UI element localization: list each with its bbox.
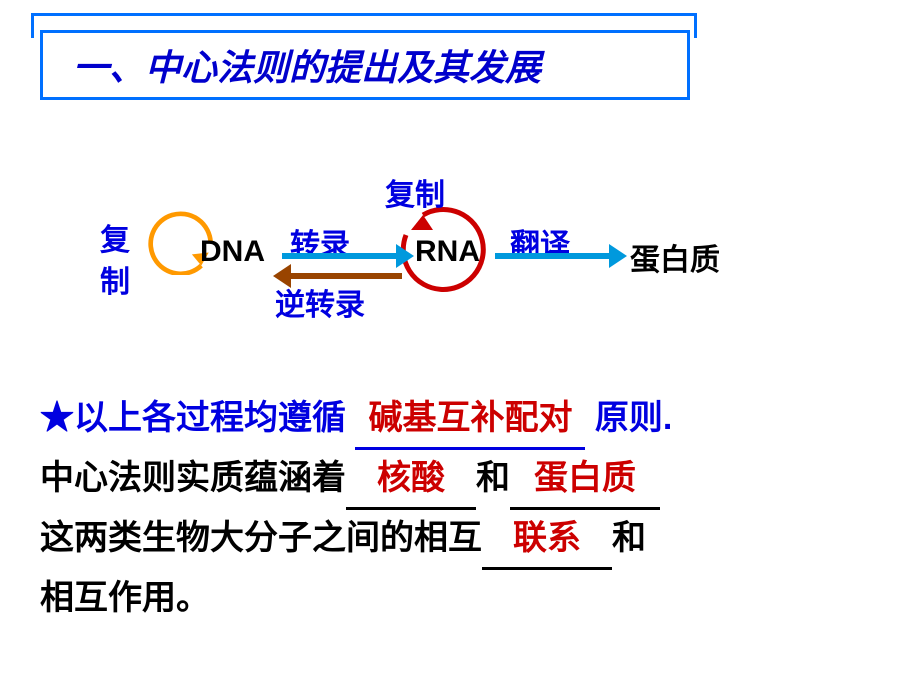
blank-2: 核酸 bbox=[346, 450, 476, 510]
page-title: 一、中心法则的提出及其发展 bbox=[73, 39, 541, 91]
transcription-arrow bbox=[282, 253, 402, 259]
rna-node: RNA bbox=[415, 235, 480, 269]
blank-3: 蛋白质 bbox=[510, 450, 660, 510]
line3-suffix: 和 bbox=[612, 519, 646, 557]
line2-mid: 和 bbox=[476, 459, 510, 497]
blank-1: 碱基互补配对 bbox=[355, 390, 585, 450]
fill-2: 核酸 bbox=[377, 460, 445, 497]
line4: 相互作用。 bbox=[40, 579, 210, 617]
central-dogma-diagram: 复制 复 制 DNA 转录 逆转录 RNA 翻译 蛋白质 bbox=[90, 160, 830, 340]
line1-suffix: 原则. bbox=[595, 399, 672, 437]
fill-3: 蛋白质 bbox=[534, 460, 636, 497]
blank-4: 联系 bbox=[482, 510, 612, 570]
reverse-transcription-label: 逆转录 bbox=[275, 280, 365, 324]
title-container: 一、中心法则的提出及其发展 bbox=[40, 30, 690, 100]
rep-char-1: 复 bbox=[100, 224, 130, 257]
dna-node: DNA bbox=[200, 235, 265, 269]
fill-4: 联系 bbox=[513, 520, 581, 557]
replication-label-top: 复制 bbox=[385, 170, 445, 214]
reverse-transcription-arrow bbox=[285, 273, 402, 279]
line2-prefix: 中心法则实质蕴涵着 bbox=[40, 459, 346, 497]
replication-label-left: 复 制 bbox=[100, 220, 130, 304]
line1-prefix: ★以上各过程均遵循 bbox=[40, 399, 346, 437]
summary-text: ★以上各过程均遵循 碱基互补配对 原则. 中心法则实质蕴涵着核酸和蛋白质 这两类… bbox=[40, 390, 880, 626]
protein-node: 蛋白质 bbox=[630, 235, 720, 279]
fill-1: 碱基互补配对 bbox=[368, 400, 572, 437]
line3-prefix: 这两类生物大分子之间的相互 bbox=[40, 519, 482, 557]
rep-char-2: 制 bbox=[100, 266, 130, 299]
translation-arrow bbox=[495, 253, 615, 259]
